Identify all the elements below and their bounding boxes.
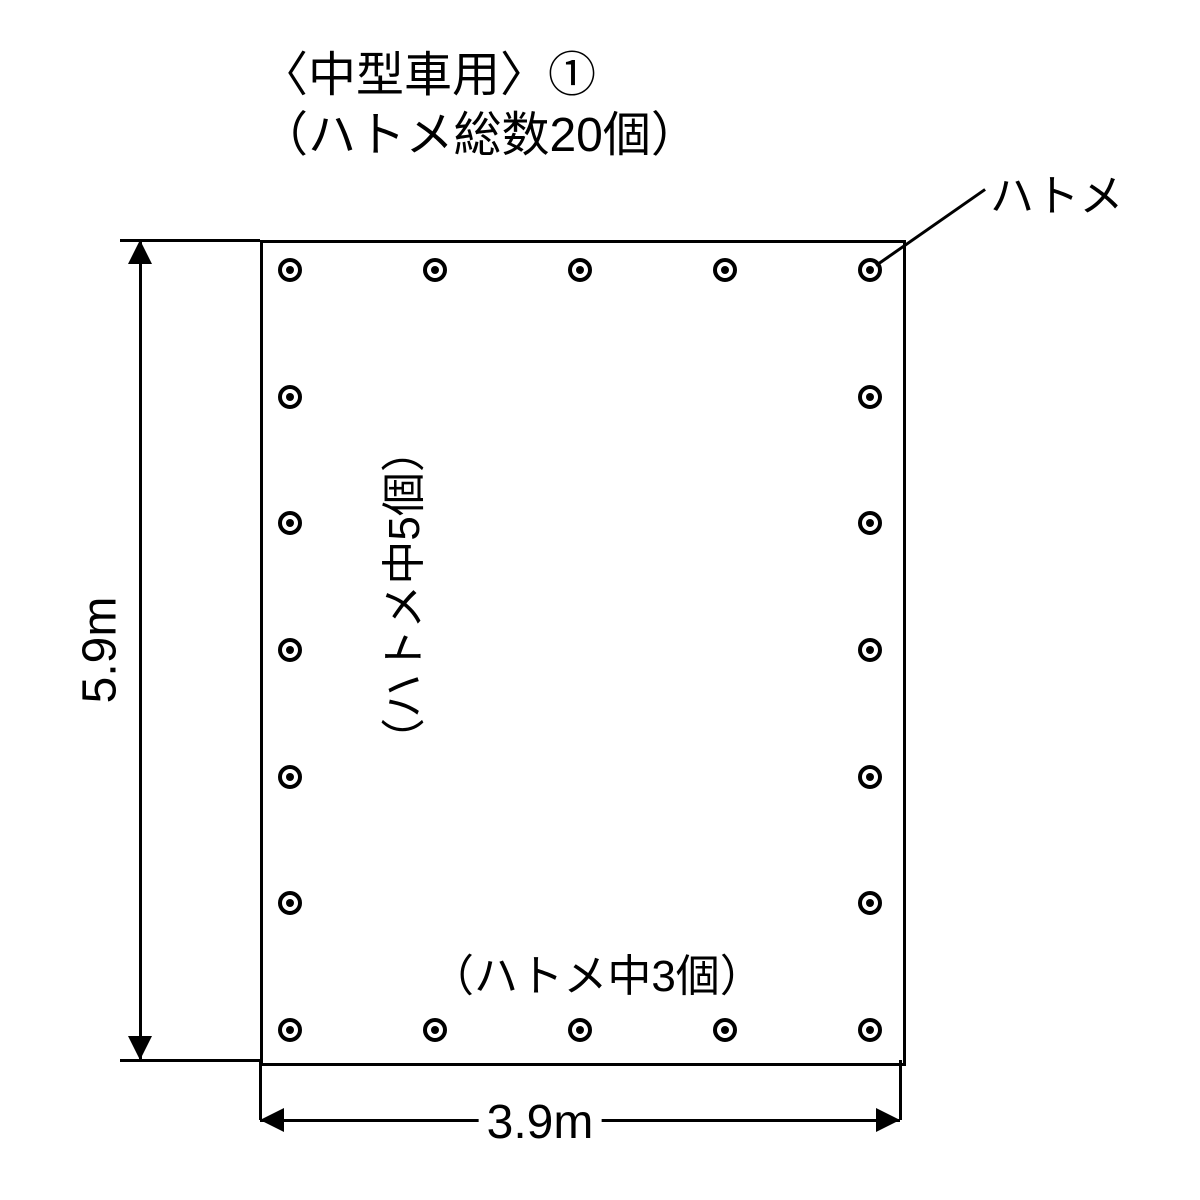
arrowhead-icon [260, 1108, 284, 1132]
dimension-height-label: 5.9m [73, 597, 128, 704]
grommet-icon [278, 765, 302, 789]
dimension-width-label: 3.9m [479, 1095, 602, 1150]
grommet-icon [713, 1018, 737, 1042]
grommet-icon [278, 638, 302, 662]
arrowhead-icon [128, 240, 152, 264]
inner-bottom-label: （ハトメ中3個） [430, 940, 764, 1004]
dimension-line-vertical [139, 240, 142, 1060]
grommet-icon [713, 258, 737, 282]
inner-side-label: （ハトメ中5個） [368, 428, 432, 762]
grommet-icon [568, 1018, 592, 1042]
grommet-icon [568, 258, 592, 282]
grommet-icon [278, 258, 302, 282]
grommet-icon [858, 765, 882, 789]
grommet-icon [858, 638, 882, 662]
grommet-icon [278, 511, 302, 535]
callout-label: ハトメ [990, 160, 1123, 224]
grommet-icon [278, 891, 302, 915]
grommet-icon [858, 385, 882, 409]
grommet-icon [278, 385, 302, 409]
grommet-icon [278, 1018, 302, 1042]
grommet-icon [858, 511, 882, 535]
arrowhead-icon [128, 1036, 152, 1060]
grommet-icon [423, 258, 447, 282]
grommet-icon [858, 1018, 882, 1042]
arrowhead-icon [876, 1108, 900, 1132]
callout-leader [875, 188, 986, 266]
title-line-2: （ハトメ総数20個） [260, 95, 699, 165]
grommet-icon [858, 891, 882, 915]
grommet-icon [423, 1018, 447, 1042]
